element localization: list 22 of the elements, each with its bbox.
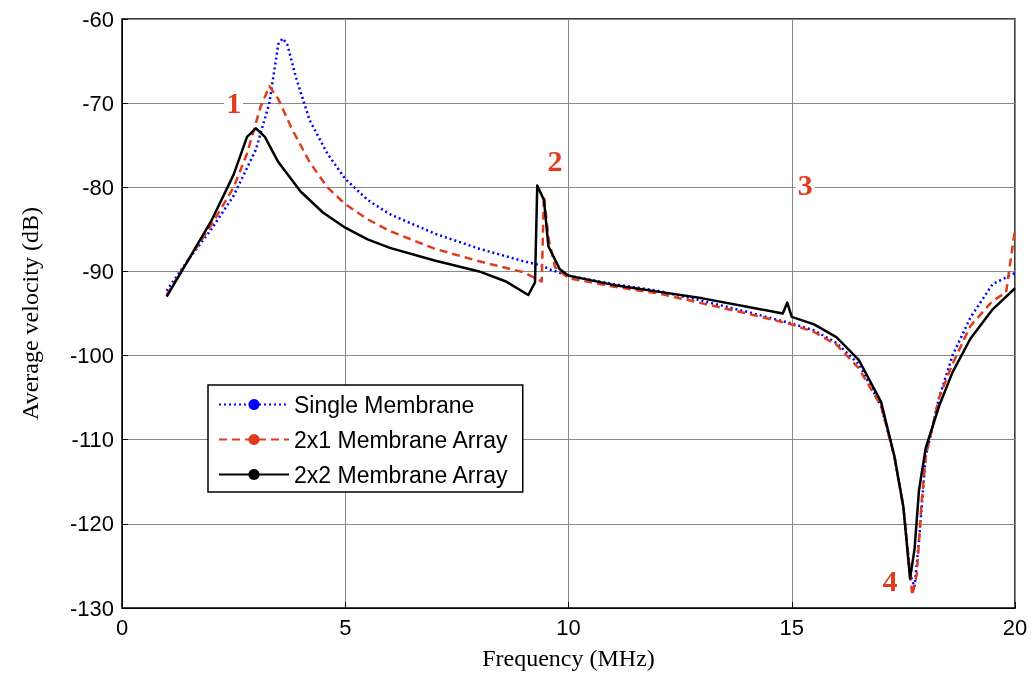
annotation: 2: [547, 143, 563, 177]
annotation: 3: [797, 168, 813, 202]
x-tick-label: 0: [115, 614, 129, 640]
y-tick-label: -120: [69, 511, 114, 537]
y-tick-label: -100: [69, 343, 114, 369]
y-tick-label: -60: [82, 6, 114, 32]
annotation: 4: [882, 563, 898, 597]
x-tick-label: 5: [339, 614, 352, 640]
legend-label: 2x1 Membrane Array: [294, 426, 508, 453]
y-axis-title: Average velocity (dB): [17, 207, 43, 420]
x-axis-title: Frequency (MHz): [482, 645, 655, 671]
x-tick-label: 15: [779, 614, 804, 640]
y-tick-label: -90: [82, 258, 114, 284]
x-tick-label: 20: [1002, 614, 1028, 640]
legend-label: 2x2 Membrane Array: [294, 461, 508, 488]
y-tick-label: -80: [82, 174, 114, 200]
annotation: 1: [226, 85, 242, 119]
y-tick-label: -130: [69, 595, 114, 621]
y-tick-label: -110: [71, 427, 114, 453]
legend-label: Single Membrane: [294, 391, 475, 418]
y-tick-label: -70: [82, 90, 114, 116]
x-tick-label: 10: [556, 614, 581, 640]
